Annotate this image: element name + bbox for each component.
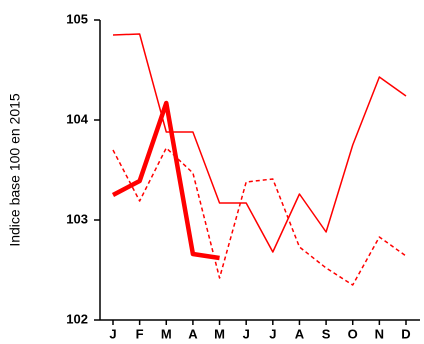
x-tick-label: J bbox=[269, 326, 276, 341]
data-line bbox=[112, 147, 407, 286]
x-tick-label: A bbox=[295, 326, 305, 341]
y-tick-label: 105 bbox=[66, 11, 88, 26]
y-tick-label: 104 bbox=[66, 111, 88, 126]
x-tick-label: N bbox=[375, 326, 384, 341]
y-axis-label: Indice base 100 en 2015 bbox=[7, 93, 23, 247]
data-line bbox=[111, 100, 220, 261]
x-tick-label: O bbox=[348, 326, 358, 341]
x-tick-label: M bbox=[214, 326, 225, 341]
x-tick-label: M bbox=[161, 326, 172, 341]
x-tick-label: D bbox=[401, 326, 410, 341]
y-tick-label: 103 bbox=[66, 211, 88, 226]
data-line bbox=[112, 33, 407, 253]
x-tick-label: J bbox=[243, 326, 250, 341]
x-tick-label: F bbox=[136, 326, 144, 341]
x-tick-label: J bbox=[109, 326, 116, 341]
y-tick-label: 102 bbox=[66, 311, 88, 326]
x-tick-label: S bbox=[322, 326, 331, 341]
x-tick-label: A bbox=[188, 326, 198, 341]
